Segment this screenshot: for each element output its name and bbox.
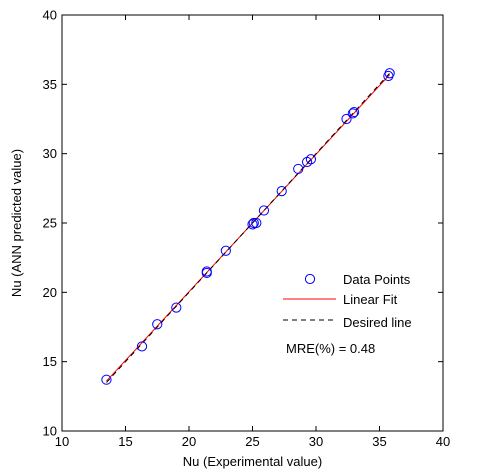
data-point	[302, 156, 313, 168]
y-axis-label: Nu (ANN predicted value)	[9, 149, 24, 297]
y-tick-label: 20	[43, 285, 57, 300]
x-tick-label: 30	[309, 434, 323, 449]
mre-annotation: MRE(%) = 0.48	[286, 341, 375, 356]
data-point	[248, 217, 259, 229]
data-point	[258, 205, 270, 216]
legend-marker-data-points	[304, 273, 316, 285]
data-point	[101, 374, 112, 385]
y-tick-label: 35	[43, 77, 57, 92]
data-point	[384, 68, 395, 79]
x-tick-label: 20	[182, 434, 196, 449]
y-tick-label: 25	[43, 216, 57, 231]
x-tick-label: 35	[372, 434, 386, 449]
x-axis-label: Nu (Experimental value)	[183, 454, 322, 469]
axis-ticks: 10 15 20 25 30 35 40 10 15 20 25 30 35 40	[43, 8, 451, 450]
legend-label-data-points: Data Points	[343, 272, 411, 287]
y-tick-label: 30	[43, 146, 57, 161]
data-point	[171, 302, 182, 313]
data-point	[152, 319, 163, 330]
legend-label-linear-fit: Linear Fit	[343, 292, 398, 307]
data-point	[341, 113, 352, 125]
x-tick-label: 10	[55, 434, 69, 449]
data-point	[276, 186, 287, 197]
legend: Data Points Linear Fit Desired line MRE(…	[283, 272, 412, 356]
y-tick-label: 15	[43, 354, 57, 369]
data-point	[347, 108, 358, 119]
plot-layer	[101, 68, 395, 385]
data-point	[305, 154, 317, 165]
data-point	[293, 163, 304, 175]
data-point	[251, 217, 262, 229]
y-tick-label: 40	[43, 8, 57, 23]
series-line-2	[106, 72, 391, 383]
x-tick-label: 40	[436, 434, 450, 449]
data-point	[136, 341, 148, 352]
x-tick-label: 25	[245, 434, 259, 449]
data-point	[349, 106, 360, 118]
y-tick-label: 10	[43, 424, 57, 439]
data-point	[201, 266, 212, 277]
x-tick-label: 15	[118, 434, 132, 449]
legend-label-desired-line: Desired line	[343, 315, 412, 330]
data-point	[220, 245, 231, 256]
data-point	[383, 70, 394, 82]
